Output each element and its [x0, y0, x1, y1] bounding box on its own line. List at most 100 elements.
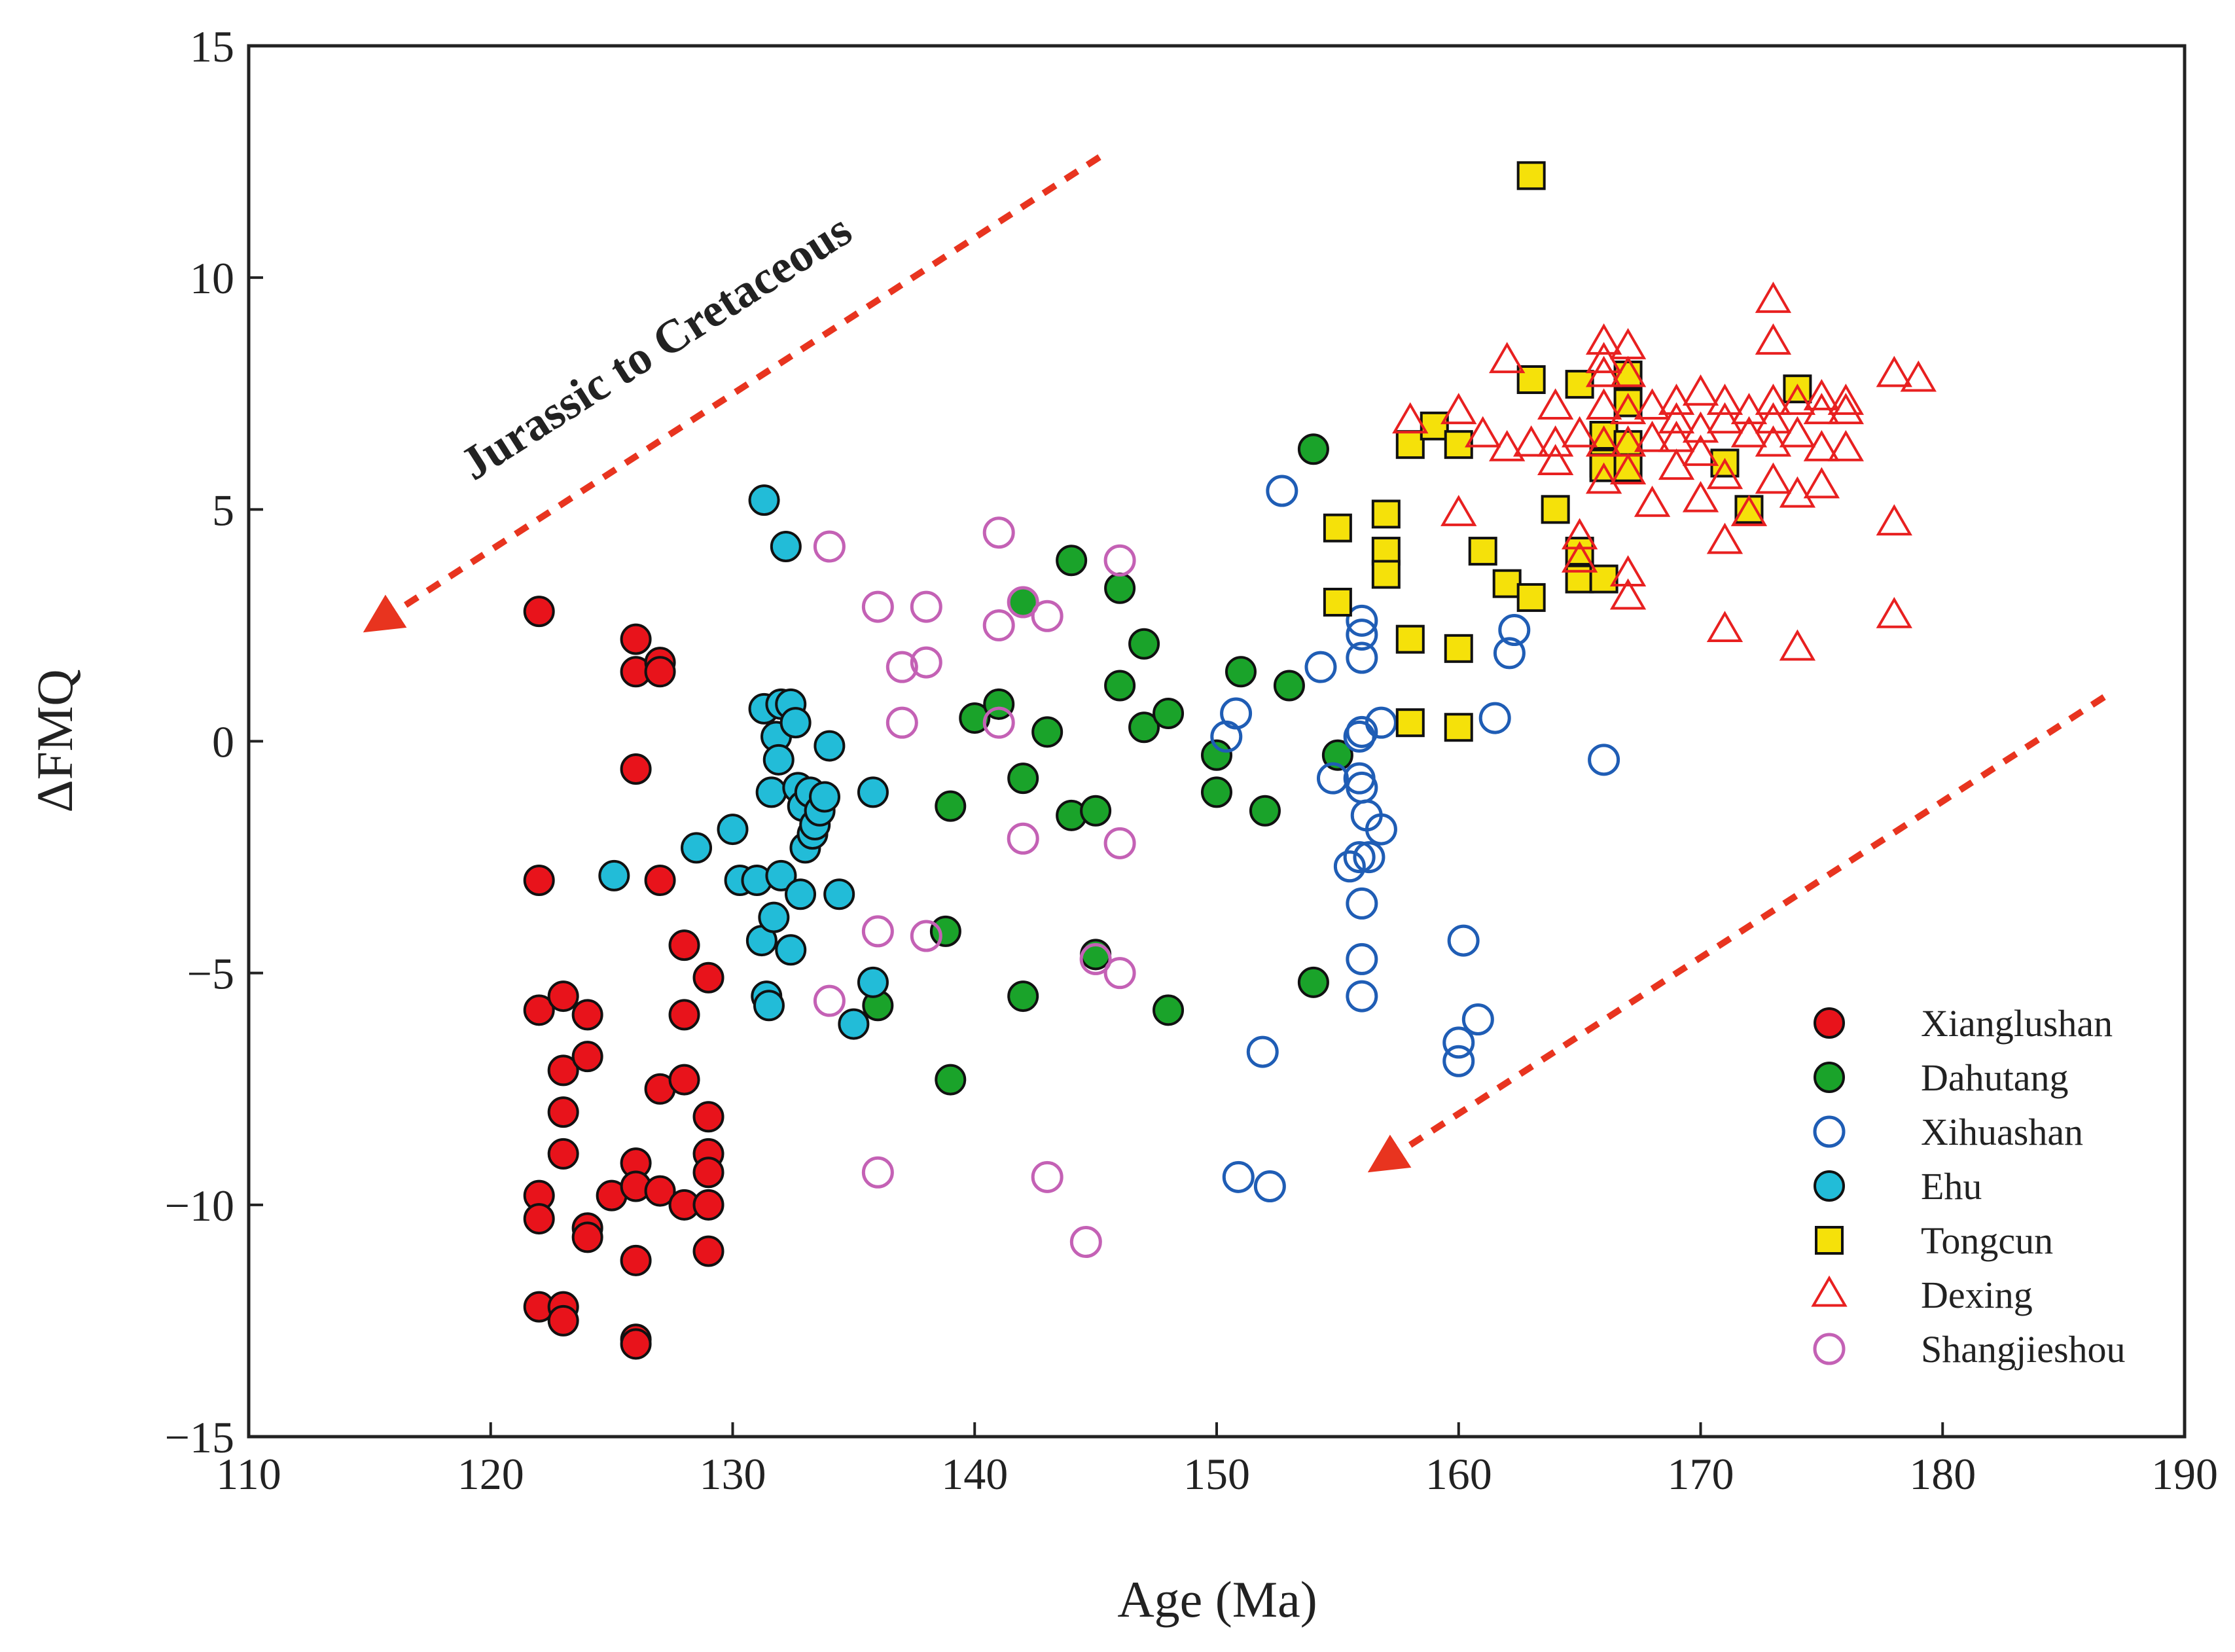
xianglushan-point	[644, 656, 676, 688]
dexing-point	[1803, 379, 1840, 410]
dexing-point	[1900, 360, 1937, 392]
trend-arrow-upper	[363, 154, 1101, 633]
xihuashan-point	[1447, 924, 1480, 957]
ehu-point	[814, 730, 846, 762]
tongcun-point	[1589, 453, 1618, 482]
xihuashan-point	[1346, 980, 1378, 1013]
ehu-point	[770, 531, 802, 562]
xianglushan-point	[523, 865, 555, 896]
ehu-point	[758, 901, 790, 933]
legend-marker-xianglushan	[1814, 1007, 1845, 1039]
dahutang-point	[1297, 966, 1329, 998]
tongcun-point	[1323, 513, 1352, 543]
x-tick-label: 120	[457, 1449, 524, 1499]
dexing-point	[1609, 453, 1647, 485]
legend-label-dahutang: Dahutang	[1921, 1056, 2069, 1099]
xianglushan-point	[620, 623, 652, 655]
dexing-point	[1706, 611, 1743, 642]
dahutang-point	[1249, 795, 1281, 827]
xianglushan-point	[547, 1138, 579, 1170]
dexing-point	[1755, 462, 1792, 494]
dahutang-point	[1007, 980, 1039, 1013]
xihuashan-point	[1346, 604, 1378, 637]
x-tick-label: 140	[941, 1449, 1008, 1499]
tongcun-point	[1492, 569, 1522, 598]
tongcun-point	[1395, 624, 1425, 654]
dahutang-point	[1104, 572, 1136, 604]
series-xihuashan	[1210, 475, 1620, 1202]
legend-marker-ehu	[1814, 1170, 1845, 1202]
tongcun-point	[1541, 495, 1570, 524]
xihuashan-point	[1253, 1170, 1286, 1202]
ehu-point	[785, 878, 817, 910]
xianglushan-point	[692, 961, 724, 994]
xihuashan-point	[1588, 744, 1620, 776]
xianglushan-point	[692, 1235, 724, 1267]
xianglushan-point	[668, 999, 700, 1031]
ehu-point	[762, 744, 795, 776]
legend-label-xianglushan: Xianglushan	[1921, 1002, 2113, 1045]
xihuashan-point	[1442, 1026, 1475, 1059]
dexing-point	[1706, 402, 1743, 434]
dexing-point	[1561, 416, 1598, 448]
tongcun-point	[1783, 374, 1812, 404]
tongcun-point	[1613, 453, 1643, 482]
y-tick-label: 0	[212, 717, 234, 767]
xihuashan-point	[1346, 619, 1378, 651]
dexing-point	[1561, 518, 1598, 550]
tongcun-point	[1734, 495, 1764, 524]
xihuashan-point	[1442, 1045, 1475, 1077]
ehu-point	[838, 1008, 870, 1040]
xihuashan-point	[1346, 715, 1378, 748]
dexing-point	[1585, 388, 1622, 420]
dexing-point	[1682, 480, 1719, 512]
shangjieshou-point	[1069, 1226, 1102, 1258]
y-tick-label: −10	[165, 1181, 234, 1230]
x-tick-label: 190	[2151, 1449, 2218, 1499]
dexing-point	[1876, 596, 1912, 628]
x-axis-title: Age (Ma)	[1117, 1571, 1317, 1628]
shangjieshou-point	[813, 984, 846, 1017]
xianglushan-point	[620, 1244, 652, 1276]
y-tick-label: 5	[212, 485, 234, 535]
dexing-point	[1609, 555, 1647, 586]
dexing-point	[1779, 384, 1816, 415]
shangjieshou-point	[1103, 544, 1136, 577]
dahutang-point	[1273, 670, 1305, 702]
legend-label-tongcun: Tongcun	[1921, 1219, 2053, 1262]
dahutang-point	[1128, 628, 1160, 660]
x-tick-label: 130	[700, 1449, 766, 1499]
dexing-point	[1658, 402, 1695, 434]
xianglushan-point	[668, 1064, 700, 1096]
xianglushan-point	[547, 1304, 579, 1337]
tongcun-point	[1516, 161, 1546, 190]
dexing-point	[1755, 384, 1792, 415]
xianglushan-point	[571, 1041, 603, 1073]
dexing-point	[1755, 402, 1792, 434]
xihuashan-point	[1365, 813, 1397, 846]
tongcun-point	[1565, 564, 1594, 594]
scatter-points	[523, 161, 1937, 1360]
dexing-point	[1779, 476, 1816, 508]
legend-marker-dexing	[1811, 1275, 1848, 1307]
shangjieshou-point	[910, 920, 942, 952]
xihuashan-point	[1333, 850, 1366, 883]
tongcun-point	[1371, 560, 1401, 589]
axis-ticks: 110 120 130 140 150 160 170 180 190 −15 −10 −5 0 5 10 1…	[165, 22, 2218, 1499]
legend-label-ehu: Ehu	[1921, 1165, 1982, 1208]
dahutang-point	[1128, 711, 1160, 744]
dexing-point	[1827, 429, 1865, 461]
dexing-point	[1658, 384, 1695, 415]
ehu-point	[681, 832, 713, 864]
dexing-point	[1392, 402, 1429, 434]
dexing-point	[1706, 522, 1743, 554]
shangjieshou-point	[813, 530, 846, 563]
xihuashan-point	[1304, 651, 1337, 683]
legend-label-shangjieshou: Shangjieshou	[1921, 1328, 2126, 1371]
dexing-point	[1730, 393, 1768, 425]
shangjieshou-point	[982, 609, 1015, 641]
dahutang-point	[1201, 776, 1232, 808]
dahutang-point	[929, 915, 961, 947]
dexing-point	[1537, 425, 1574, 457]
